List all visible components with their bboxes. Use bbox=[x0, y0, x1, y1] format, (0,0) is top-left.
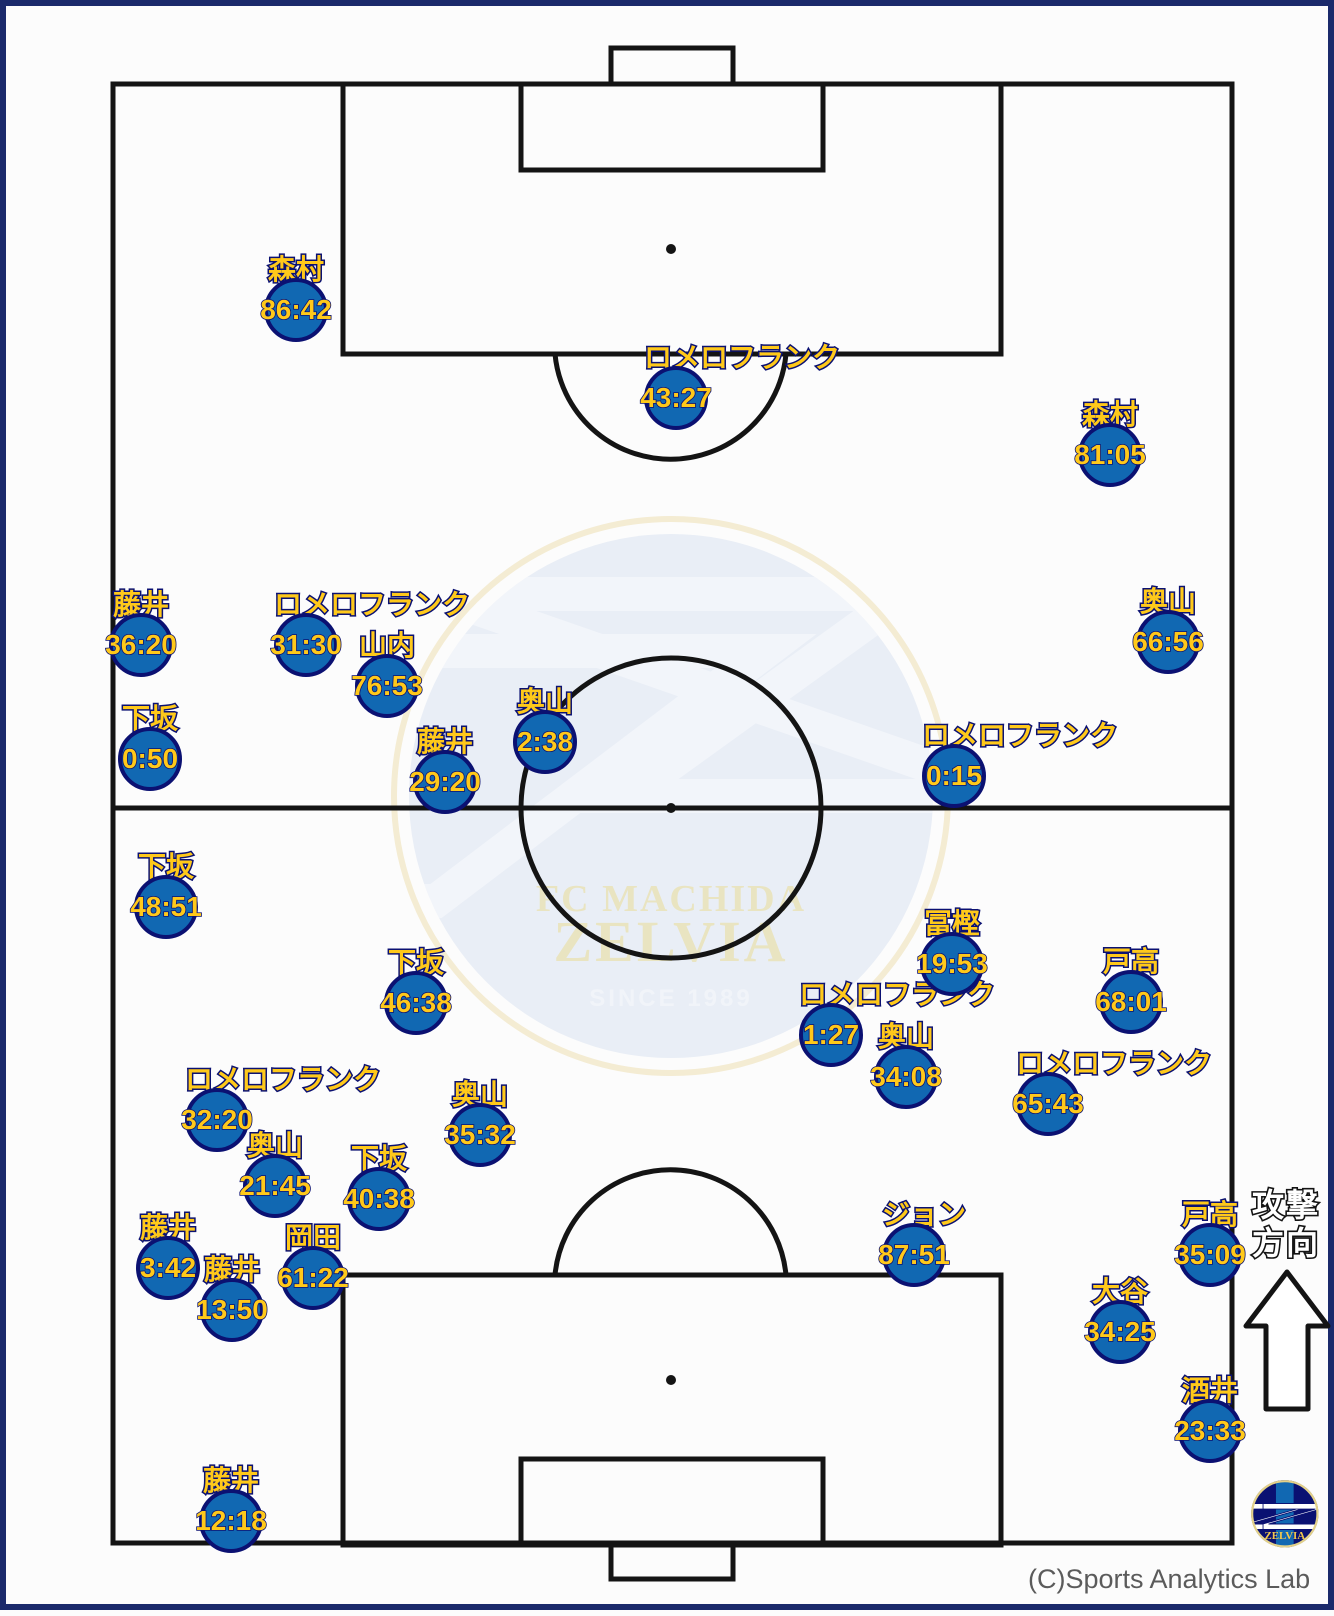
svg-text:SINCE 1989: SINCE 1989 bbox=[589, 985, 752, 1012]
svg-text:ZELVIA: ZELVIA bbox=[553, 909, 788, 974]
svg-text:ZELVIA: ZELVIA bbox=[1264, 1530, 1305, 1542]
